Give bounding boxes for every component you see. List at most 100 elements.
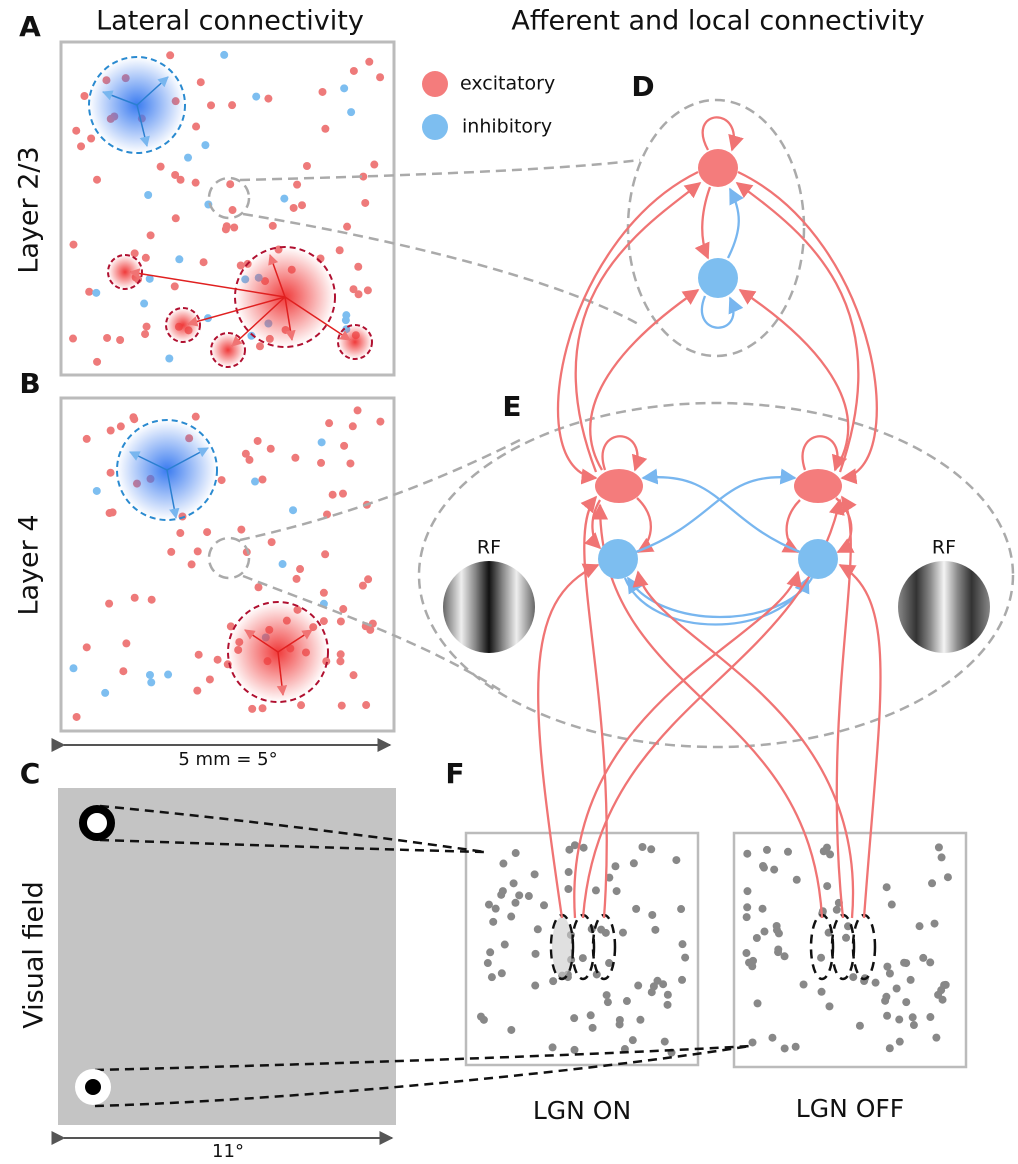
dot xyxy=(762,845,771,854)
nodes xyxy=(595,149,842,579)
dot xyxy=(629,859,638,868)
legend-swatch xyxy=(422,71,448,97)
dot xyxy=(254,583,263,592)
dot xyxy=(660,1037,669,1046)
dot xyxy=(941,980,950,989)
dot xyxy=(228,206,237,215)
dot xyxy=(748,1038,757,1047)
dot xyxy=(885,1044,894,1053)
dot xyxy=(509,879,518,888)
dot xyxy=(882,883,891,892)
dot xyxy=(166,51,175,60)
dot xyxy=(871,978,880,987)
dot xyxy=(792,875,801,884)
dot xyxy=(255,342,264,351)
dot xyxy=(145,670,154,679)
dot xyxy=(677,905,686,914)
dot xyxy=(524,892,533,901)
dot xyxy=(353,406,362,415)
dot xyxy=(511,898,520,907)
dot xyxy=(748,962,757,971)
dot xyxy=(147,678,156,687)
dot xyxy=(338,489,347,498)
dot xyxy=(80,92,89,101)
dot xyxy=(103,333,112,342)
dot xyxy=(934,843,943,852)
dot xyxy=(267,538,276,547)
dot xyxy=(855,1021,864,1030)
dot xyxy=(221,225,230,234)
dot xyxy=(760,927,769,936)
dot xyxy=(69,240,78,249)
dot xyxy=(289,203,298,212)
dot xyxy=(187,560,196,569)
dot xyxy=(681,953,690,962)
dot xyxy=(895,1037,904,1046)
dot xyxy=(85,287,94,296)
dot xyxy=(570,841,579,850)
dot xyxy=(130,593,139,602)
dot xyxy=(291,453,300,462)
dot xyxy=(165,354,174,363)
dot xyxy=(742,913,751,922)
dot xyxy=(659,980,668,989)
dot xyxy=(926,1013,935,1022)
dot xyxy=(116,422,125,431)
dot xyxy=(486,948,495,957)
panel-letter: B xyxy=(19,367,40,400)
dot xyxy=(289,506,298,515)
dot xyxy=(483,959,492,968)
dot xyxy=(175,255,184,264)
dot xyxy=(340,441,349,450)
rf-fill xyxy=(552,917,572,977)
dot xyxy=(842,933,851,942)
heading: Afferent and local connectivity xyxy=(511,6,924,37)
dot xyxy=(533,925,542,934)
dot xyxy=(592,970,601,979)
panel-letter: A xyxy=(19,10,41,43)
dot xyxy=(832,905,841,914)
dot xyxy=(586,1011,595,1020)
dot xyxy=(319,617,328,626)
lgn-off-box xyxy=(732,831,968,1069)
row-label: Layer 2/3 xyxy=(14,146,45,273)
dot xyxy=(217,476,226,485)
dot xyxy=(72,126,81,135)
dot xyxy=(540,901,549,910)
receptive-field xyxy=(898,561,990,653)
dot xyxy=(145,274,154,283)
row-label: Layer 4 xyxy=(14,514,45,615)
dot xyxy=(203,528,212,537)
dot xyxy=(317,438,326,447)
dot xyxy=(638,843,647,852)
dot xyxy=(549,977,558,986)
dot xyxy=(648,910,657,919)
dot xyxy=(236,261,245,270)
heading: Lateral connectivity xyxy=(96,6,364,37)
dot xyxy=(743,849,752,858)
connections xyxy=(537,116,882,919)
dot xyxy=(226,180,235,189)
dot xyxy=(156,162,165,171)
dot xyxy=(251,477,260,486)
dot xyxy=(849,973,858,982)
dot xyxy=(339,605,348,614)
dot xyxy=(264,94,273,103)
dot xyxy=(101,688,110,697)
dot xyxy=(192,122,201,131)
dot xyxy=(819,847,828,856)
dot xyxy=(92,486,101,495)
dot xyxy=(258,704,267,713)
dot xyxy=(325,419,334,428)
legend-label: excitatory xyxy=(460,73,555,95)
dot xyxy=(140,299,149,308)
dot xyxy=(565,845,574,854)
dot xyxy=(141,253,150,262)
dot xyxy=(943,873,952,882)
dot xyxy=(578,954,587,963)
dot xyxy=(82,643,91,652)
dot xyxy=(823,882,832,891)
dot xyxy=(93,357,102,366)
dot xyxy=(93,175,102,184)
